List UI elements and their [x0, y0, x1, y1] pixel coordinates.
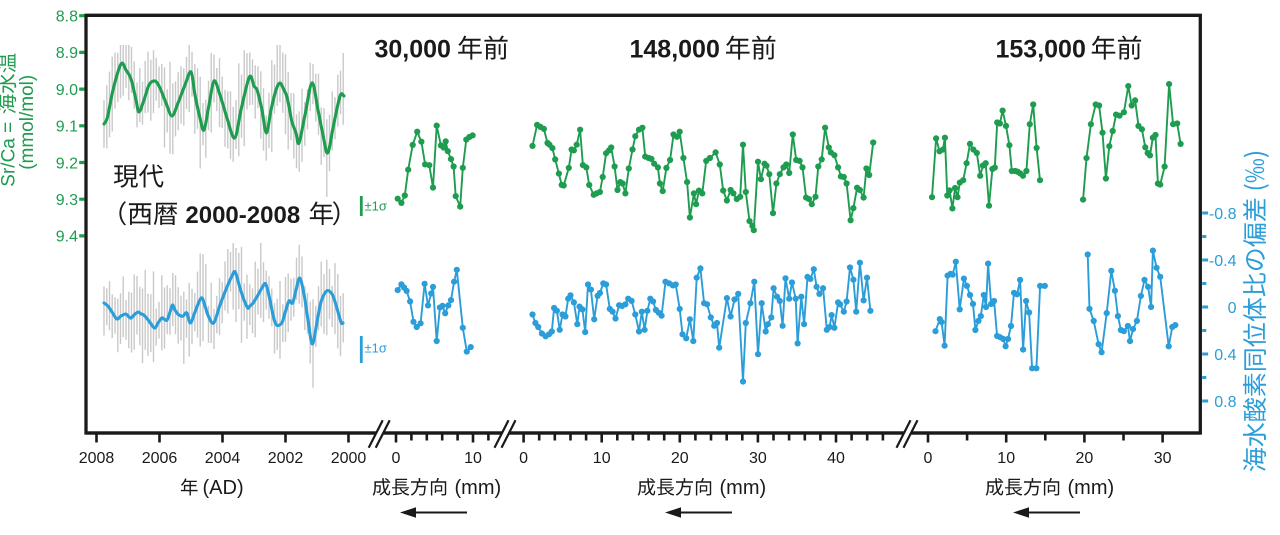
svg-text:±1σ: ±1σ [365, 341, 387, 356]
svg-text:(AD): (AD) [203, 477, 244, 499]
svg-text:0: 0 [924, 450, 933, 467]
svg-text:(mm): (mm) [1068, 477, 1115, 499]
svg-text:9.0: 9.0 [56, 82, 78, 99]
svg-text:9.4: 9.4 [56, 229, 78, 246]
svg-text:(mmol/mol): (mmol/mol) [17, 75, 38, 170]
svg-text:9.1: 9.1 [56, 119, 78, 136]
svg-text:-0.8: -0.8 [1209, 206, 1237, 223]
svg-text:±1σ: ±1σ [365, 199, 387, 214]
svg-text:2000-2008: 2000-2008 [185, 202, 300, 229]
svg-text:10: 10 [593, 450, 611, 467]
svg-text:-0.4: -0.4 [1209, 253, 1237, 270]
svg-text:10: 10 [997, 450, 1015, 467]
svg-text:Sr/Ca =: Sr/Ca = [0, 122, 20, 187]
svg-text:0.4: 0.4 [1214, 347, 1236, 364]
svg-text:0.8: 0.8 [1214, 394, 1236, 411]
svg-text:0: 0 [1228, 300, 1237, 317]
svg-text:2004: 2004 [205, 450, 241, 467]
svg-text:9.2: 9.2 [56, 155, 78, 172]
svg-text:(mm): (mm) [720, 477, 767, 499]
svg-text:9.3: 9.3 [56, 192, 78, 209]
svg-text:2002: 2002 [268, 450, 304, 467]
svg-text:2006: 2006 [142, 450, 178, 467]
svg-text:0: 0 [392, 450, 401, 467]
svg-text:153,000: 153,000 [996, 36, 1086, 64]
svg-text:8.8: 8.8 [56, 9, 78, 26]
svg-text:10: 10 [464, 450, 482, 467]
svg-text:8.9: 8.9 [56, 45, 78, 62]
svg-text:40: 40 [827, 450, 845, 467]
svg-text:0: 0 [519, 450, 528, 467]
svg-text:148,000: 148,000 [630, 36, 720, 64]
svg-text:(mm): (mm) [455, 477, 502, 499]
svg-text:20: 20 [1076, 450, 1094, 467]
svg-text:30: 30 [749, 450, 767, 467]
svg-text:2000: 2000 [331, 450, 367, 467]
svg-text:30,000: 30,000 [375, 36, 451, 64]
svg-text:20: 20 [671, 450, 689, 467]
svg-text:30: 30 [1154, 450, 1172, 467]
svg-text:2008: 2008 [79, 450, 115, 467]
